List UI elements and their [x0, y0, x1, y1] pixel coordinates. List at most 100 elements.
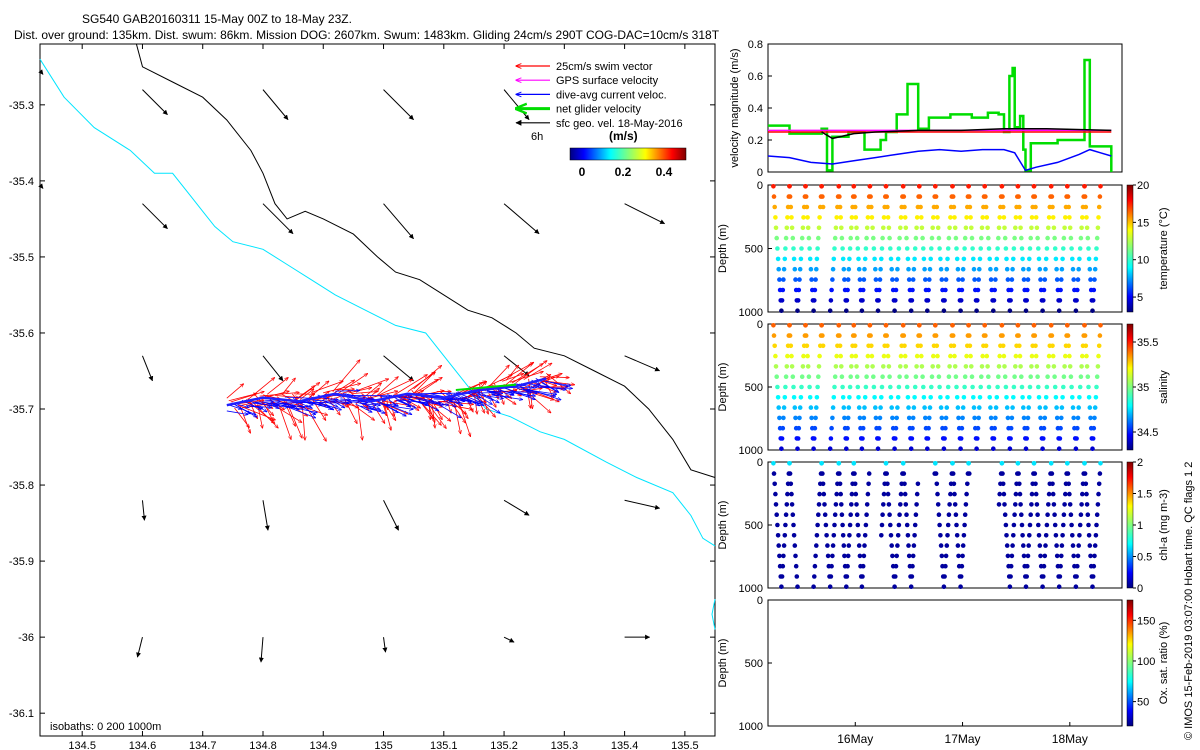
profile-point: [1070, 395, 1075, 400]
profile-point: [991, 446, 996, 452]
profile-point: [1020, 256, 1025, 262]
profile-point: [787, 184, 792, 189]
profile-point: [1061, 246, 1066, 251]
profile-point: [1034, 502, 1040, 507]
profile-point: [1032, 194, 1038, 199]
profile-point: [909, 298, 915, 303]
profile-point: [880, 235, 885, 241]
profile-point: [968, 215, 973, 220]
profile-point: [1040, 308, 1045, 314]
profile-point: [832, 235, 838, 241]
profile-point: [1052, 374, 1057, 380]
sfc-velocity-arrow: [262, 89, 289, 121]
current-vector: [370, 402, 381, 405]
profile-point: [1075, 287, 1080, 293]
profile-point: [1005, 277, 1011, 282]
profile-point: [1085, 235, 1091, 241]
profile-point: [1083, 343, 1089, 349]
profile-point: [828, 574, 834, 579]
velocity-ytick-label: 0.8: [748, 39, 763, 51]
profile-point: [1013, 225, 1018, 231]
profile-point: [814, 266, 819, 272]
sfc-velocity-arrow: [141, 500, 147, 521]
profile-point: [772, 343, 777, 349]
profile-point: [1034, 364, 1040, 369]
sfc-velocity-arrow: [262, 500, 270, 531]
profile-point: [945, 246, 951, 251]
profile-point: [1040, 584, 1045, 589]
profile-point: [883, 323, 889, 328]
profile-point: [827, 308, 833, 314]
current-vector: [400, 400, 416, 408]
velocity-ytick-label: 0.4: [748, 103, 763, 115]
swim-vector: [239, 406, 250, 433]
profile-point: [872, 395, 877, 400]
profile-point: [851, 461, 857, 466]
profile-point: [1043, 256, 1049, 262]
profile-point: [781, 266, 787, 272]
profile-point: [912, 246, 918, 251]
profile-point: [1024, 574, 1029, 579]
profile-point: [845, 287, 850, 293]
profile-axes-frame: [767, 184, 1123, 313]
profile-point: [1071, 553, 1076, 559]
profile-point: [1095, 225, 1101, 231]
profile-point: [837, 471, 842, 476]
profile-point: [847, 395, 852, 400]
profile-point: [1067, 502, 1073, 507]
profile-point: [1065, 333, 1071, 338]
profile-point: [1088, 277, 1093, 282]
profile-point: [783, 235, 789, 241]
profile-point: [822, 502, 827, 507]
profile-point: [779, 436, 785, 441]
profile-point: [1008, 287, 1014, 293]
profile-point: [926, 287, 931, 293]
profile-point: [946, 512, 952, 517]
profile-point: [877, 425, 882, 431]
profile-point: [925, 308, 930, 314]
profile-point: [913, 235, 919, 241]
profile-point: [953, 235, 959, 241]
profile-point: [779, 584, 784, 589]
legend-label: sfc geo. vel. 18-May-2016: [556, 118, 683, 130]
profile-point: [922, 266, 927, 272]
profile-point: [986, 246, 992, 251]
current-vector: [471, 394, 501, 413]
profile-point: [895, 395, 901, 400]
profile-point: [970, 246, 975, 251]
variable-colorbar: [1126, 461, 1134, 589]
profile-point: [839, 235, 845, 241]
speed-colorbar-tick-04: 0.4: [656, 165, 673, 179]
profile-point: [999, 323, 1005, 328]
profile-point: [1095, 502, 1101, 507]
profile-point: [958, 446, 963, 452]
profile-point: [795, 308, 800, 314]
profile-point: [862, 256, 868, 262]
profile-point: [995, 246, 1000, 251]
profile-point: [870, 364, 875, 369]
speed-colorbar-tick-0: 0: [579, 165, 586, 179]
profile-point: [918, 343, 923, 349]
profile-point: [803, 184, 808, 189]
current-vector: [357, 402, 380, 410]
profile-point: [832, 384, 837, 390]
profile-point: [833, 364, 839, 369]
profile-point: [1092, 277, 1097, 282]
profile-point: [1011, 522, 1017, 528]
current-vector: [511, 390, 535, 399]
profile-point: [828, 298, 834, 303]
profile-point: [839, 512, 845, 517]
legend-units-label: (m/s): [609, 129, 638, 143]
profile-point: [975, 425, 981, 431]
profile-point: [855, 246, 861, 251]
profile-point: [1092, 543, 1098, 548]
profile-point: [961, 395, 967, 400]
current-vector: [373, 403, 396, 405]
profile-point: [782, 395, 788, 400]
profile-point: [977, 266, 982, 272]
profile-point: [849, 491, 855, 497]
profile-point: [856, 533, 861, 538]
profile-point: [1049, 194, 1055, 199]
profile-point: [1075, 553, 1081, 559]
swim-vector: [392, 375, 427, 397]
